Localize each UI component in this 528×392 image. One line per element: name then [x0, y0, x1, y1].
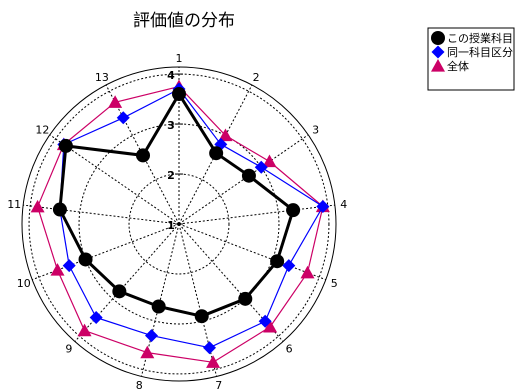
legend-marker-0	[431, 31, 445, 45]
spoke-9	[74, 223, 180, 342]
grid-ring-2	[128, 173, 230, 275]
spoke-5	[178, 223, 326, 281]
point-1-4	[316, 200, 330, 214]
radial-tick-labels: 1 2 3 4	[167, 69, 175, 232]
point-0-2	[209, 146, 224, 161]
point-2-11	[30, 199, 45, 213]
radar-grid	[21, 66, 337, 382]
axis-label-3: 3	[312, 124, 319, 137]
point-0-6	[238, 291, 253, 306]
axis-label-1: 1	[176, 52, 183, 65]
chart-title: 評価値の分布	[133, 11, 235, 31]
series-line-0	[58, 92, 295, 318]
axis-label-13: 13	[95, 71, 109, 84]
point-0-7	[194, 309, 209, 324]
point-2-5	[300, 265, 315, 279]
point-0-12	[58, 138, 73, 153]
point-0-9	[112, 284, 127, 299]
axis-label-12: 12	[35, 124, 49, 137]
legend-label-2: 全体	[447, 59, 469, 73]
series-0	[52, 87, 301, 324]
point-0-4	[286, 203, 301, 218]
point-0-3	[241, 168, 256, 183]
tick-label-1: 1	[167, 219, 175, 232]
series-line-1	[59, 88, 324, 349]
point-2-3	[262, 154, 277, 168]
point-0-1	[172, 87, 186, 102]
legend-label-1: 同一科目区分	[447, 45, 513, 59]
axis-label-7: 7	[215, 379, 222, 392]
point-1-5	[282, 259, 296, 273]
point-2-2	[218, 128, 233, 142]
point-0-5	[270, 254, 285, 269]
grid-ring-4	[28, 73, 330, 375]
point-2-7	[206, 355, 221, 368]
point-0-11	[52, 202, 67, 217]
point-2-9	[77, 323, 92, 337]
axis-label-8: 8	[136, 379, 143, 392]
spoke-7	[178, 223, 218, 377]
point-1-6	[258, 314, 272, 328]
tick-label-4: 4	[167, 69, 175, 82]
axis-label-5: 5	[331, 277, 338, 290]
tick-label-3: 3	[167, 119, 175, 132]
point-2-10	[50, 263, 65, 276]
legend-marker-1	[431, 45, 445, 59]
axis-label-2: 2	[253, 71, 260, 84]
point-2-6	[263, 319, 278, 333]
legend-label-0: この授業科目	[447, 31, 513, 45]
legend-item-2: 全体	[431, 59, 469, 73]
point-1-9	[89, 311, 103, 325]
point-2-13	[108, 95, 123, 108]
axis-label-6: 6	[286, 342, 293, 355]
point-1-10	[62, 259, 76, 273]
axis-label-11: 11	[7, 198, 21, 211]
legend-marker-2	[431, 59, 445, 72]
tick-label-2: 2	[167, 169, 175, 182]
point-1-3	[254, 160, 268, 174]
point-1-7	[202, 341, 216, 355]
point-1-8	[144, 329, 158, 343]
legend-item-1: 同一科目区分	[431, 45, 513, 59]
point-0-13	[135, 148, 150, 163]
series-line-2	[36, 85, 324, 363]
point-1-13	[116, 111, 130, 125]
point-0-8	[151, 299, 166, 314]
axis-label-10: 10	[17, 277, 31, 290]
point-0-10	[78, 252, 93, 267]
point-2-8	[140, 345, 155, 359]
series-layer	[30, 79, 330, 368]
legend-item-0: この授業科目	[431, 31, 513, 45]
axis-label-4: 4	[340, 198, 347, 211]
axis-label-9: 9	[65, 342, 72, 355]
grid-ring-3	[78, 123, 280, 325]
